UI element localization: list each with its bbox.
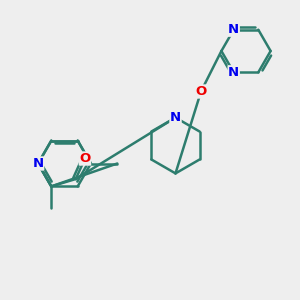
Text: N: N [228, 66, 239, 79]
Text: O: O [195, 85, 207, 98]
Text: N: N [32, 157, 44, 170]
Text: N: N [170, 111, 181, 124]
Text: N: N [228, 23, 239, 36]
Text: O: O [79, 152, 91, 165]
